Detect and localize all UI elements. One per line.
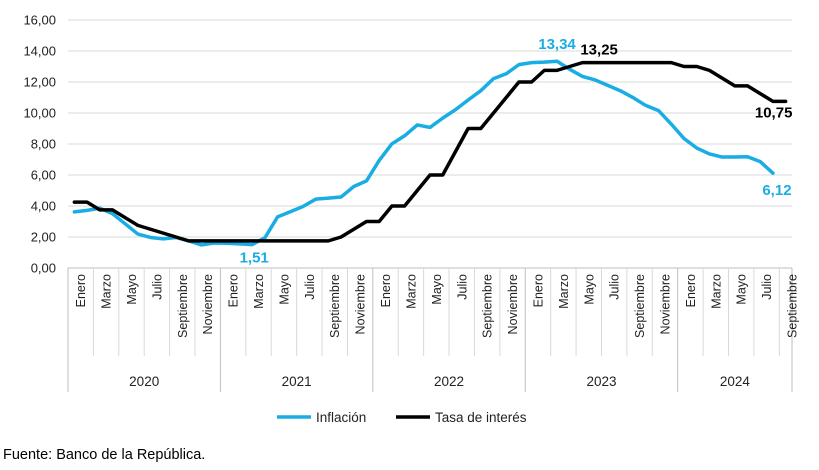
legend-label: Inflación xyxy=(316,410,366,425)
data-label: 6,12 xyxy=(762,182,791,199)
data-label: 1,51 xyxy=(240,250,269,267)
month-tick-label: Julio xyxy=(303,274,317,300)
month-tick-label: Julio xyxy=(760,274,774,300)
month-tick-label: Enero xyxy=(74,274,88,307)
y-tick-label: 6,00 xyxy=(31,168,56,183)
month-tick-label: Noviembre xyxy=(658,274,672,334)
month-tick-label: Enero xyxy=(684,274,698,307)
month-tick-label: Mayo xyxy=(277,274,291,305)
data-label: 13,34 xyxy=(538,36,576,53)
y-tick-label: 2,00 xyxy=(31,230,56,245)
data-label: 13,25 xyxy=(580,42,618,59)
y-tick-label: 8,00 xyxy=(31,137,56,152)
month-tick-label: Septiembre xyxy=(176,274,190,338)
month-tick-label: Septiembre xyxy=(328,274,342,338)
source-note: Fuente: Banco de la República. xyxy=(3,447,206,463)
month-tick-label: Enero xyxy=(531,274,545,307)
month-tick-label: Mayo xyxy=(125,274,139,305)
series-line-tasa-interes xyxy=(72,60,788,243)
data-label: 10,75 xyxy=(755,104,793,121)
month-tick-label: Septiembre xyxy=(786,274,800,338)
month-tick-label: Enero xyxy=(379,274,393,307)
month-tick-label: Mayo xyxy=(430,274,444,305)
month-tick-label: Septiembre xyxy=(633,274,647,338)
line-chart: 0,00 2,00 4,00 6,00 8,00 10,00 12,00 14,00 16,00… xyxy=(23,13,800,426)
y-tick-label: 16,00 xyxy=(23,13,56,28)
month-tick-label: Julio xyxy=(150,274,164,300)
month-tick-label: Mayo xyxy=(735,274,749,305)
month-tick-label: Noviembre xyxy=(506,274,520,334)
y-tick-labels: 0,00 2,00 4,00 6,00 8,00 10,00 12,00 14,00 16,00 xyxy=(23,13,56,276)
legend-label: Tasa de interés xyxy=(435,410,527,425)
month-tick-label: Noviembre xyxy=(354,274,368,334)
month-tick-label: Julio xyxy=(608,274,622,300)
month-tick-label: Marzo xyxy=(709,274,723,309)
month-tick-label: Mayo xyxy=(582,274,596,305)
data-labels: 13,34 1,51 6,12 13,25 10,75 xyxy=(240,36,793,266)
month-tick-label: Noviembre xyxy=(201,274,215,334)
month-tick-label: Marzo xyxy=(557,274,571,309)
year-label: 2021 xyxy=(282,374,312,389)
month-tick-label: Enero xyxy=(227,274,241,307)
x-category-axis: Enero Marzo Mayo Julio Septiembre Noviembre 20… xyxy=(67,268,800,392)
y-tick-label: 14,00 xyxy=(23,44,56,59)
month-tick-label: Septiembre xyxy=(481,274,495,338)
year-label: 2024 xyxy=(720,374,751,389)
series-line-inflacion xyxy=(72,59,775,247)
year-label: 2020 xyxy=(129,374,159,389)
series-lines xyxy=(72,59,788,247)
year-label: 2023 xyxy=(586,374,616,389)
year-label: 2022 xyxy=(434,374,464,389)
month-tick-label: Marzo xyxy=(404,274,418,309)
month-tick-label: Marzo xyxy=(252,274,266,309)
month-tick-label: Marzo xyxy=(100,274,114,309)
y-tick-label: 0,00 xyxy=(31,261,56,276)
y-tick-label: 4,00 xyxy=(31,199,56,214)
y-tick-label: 10,00 xyxy=(23,106,56,121)
month-tick-label: Julio xyxy=(455,274,469,300)
y-tick-label: 12,00 xyxy=(23,75,56,90)
legend: Inflación Tasa de interés xyxy=(277,410,527,425)
